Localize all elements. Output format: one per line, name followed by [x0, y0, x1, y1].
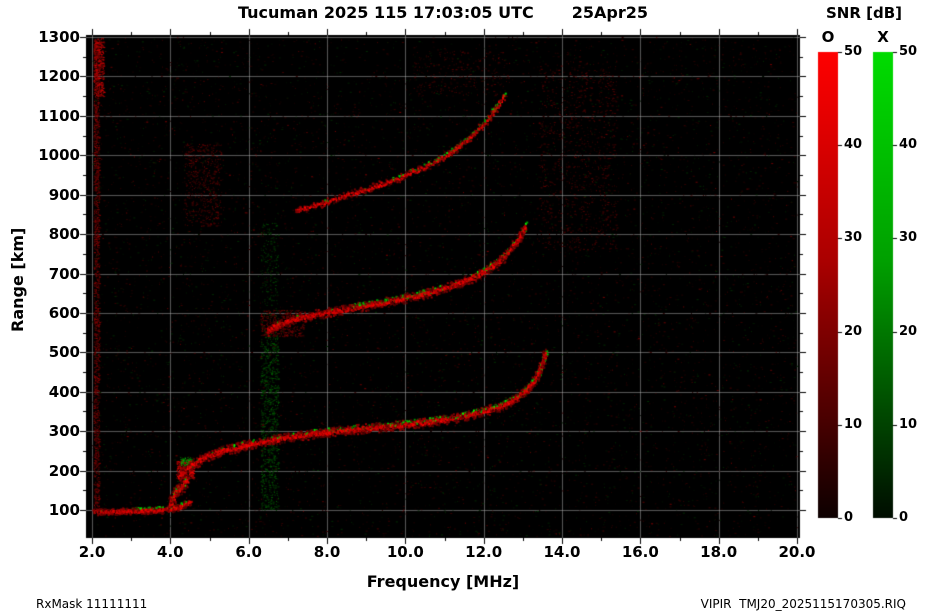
x-axis-tick-label: 4.0: [157, 543, 184, 561]
x-axis-tick-label: 10.0: [386, 543, 424, 561]
y-axis-tick-label: 800: [48, 225, 80, 244]
x-colorbar-tick-label: 10: [899, 416, 918, 432]
colorbar-title: SNR [dB]: [825, 4, 902, 22]
y-axis-tick-label: 900: [48, 185, 80, 204]
y-axis-tick-label: 300: [48, 422, 80, 441]
y-axis-tick-label: 700: [48, 264, 80, 283]
y-axis-tick-label: 1000: [38, 146, 80, 165]
o-colorbar-tick-label: 0: [844, 510, 854, 525]
x-axis-label: Frequency [MHz]: [366, 572, 520, 591]
x-colorbar-tick-label: 30: [899, 230, 918, 246]
y-axis-tick-label: 1300: [38, 28, 80, 46]
y-axis-tick-label: 200: [48, 461, 80, 480]
rxmask-text: RxMask 11111111: [36, 597, 148, 611]
x-colorbar-tick-label: 0: [899, 510, 909, 525]
x-axis-tick-label: 6.0: [235, 543, 262, 561]
colorbar-x-mode-label: X: [877, 28, 889, 46]
x-colorbar-tick-label: 40: [899, 137, 918, 153]
o-colorbar-tick-label: 50: [844, 44, 863, 59]
x-axis-tick-label: 12.0: [465, 543, 503, 561]
x-colorbar-tick-label: 20: [899, 323, 918, 339]
chart-title-date: 25Apr25: [571, 3, 648, 22]
x-axis-tick-label: 16.0: [621, 543, 659, 561]
x-axis-tick-label: 18.0: [700, 543, 738, 561]
o-colorbar-tick-label: 40: [844, 137, 863, 153]
chart-title: Tucuman 2025 115 17:03:05 UTC 25Apr25: [86, 3, 800, 22]
y-axis-tick-label: 400: [48, 382, 80, 401]
o-colorbar-tick-label: 30: [844, 230, 863, 246]
x-axis-tick-label: 20.0: [778, 543, 816, 561]
y-axis-label: Range [km]: [8, 227, 27, 332]
y-axis-tick-label: 1200: [38, 67, 80, 86]
chart-title-text: Tucuman 2025 115 17:03:05 UTC: [238, 3, 534, 22]
filename-text: VIPIR TMJ20_2025115170305.RIQ: [700, 597, 906, 611]
colorbar-o-mode-label: O: [821, 28, 835, 46]
y-axis-tick-label: 1100: [38, 106, 80, 125]
o-colorbar-tick-label: 20: [844, 323, 863, 339]
y-axis-tick-label: 600: [48, 303, 80, 322]
x-axis-tick-label: 8.0: [313, 543, 341, 561]
o-colorbar-tick-label: 10: [844, 416, 863, 432]
x-axis-tick-label: 14.0: [543, 543, 581, 561]
x-axis-tick-label: 2.0: [78, 543, 106, 561]
y-axis-tick-label: 500: [48, 343, 80, 362]
x-colorbar-tick-label: 50: [899, 44, 918, 59]
y-axis-tick-label: 100: [48, 501, 80, 519]
